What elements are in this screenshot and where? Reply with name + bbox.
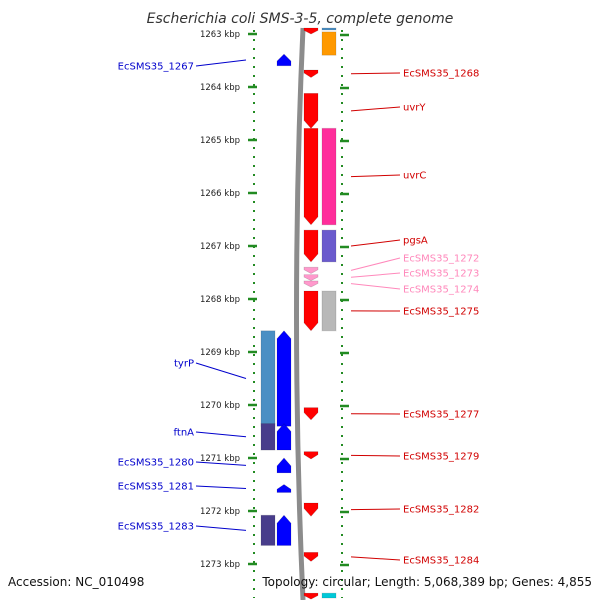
gene-label[interactable]: uvrY [403,103,426,114]
kbp-tick-label: 1272 kbp [200,507,240,517]
gene-label[interactable]: EcSMS35_1282 [403,505,479,516]
genome-backbone [294,27,306,600]
kbp-tick-label: 1266 kbp [200,189,240,199]
kbp-tick-label: 1268 kbp [200,295,240,305]
cds-feature[interactable] [321,27,337,31]
gene-label[interactable]: EcSMS35_1268 [403,69,479,80]
leader-line [350,556,401,561]
cds-feature[interactable] [260,514,276,546]
kbp-tick-label: 1264 kbp [200,83,240,93]
gene-label[interactable]: uvrC [403,171,426,182]
track-background [250,27,352,600]
gene-feature[interactable] [276,457,292,474]
kbp-tick-label: 1269 kbp [200,348,240,358]
gene-label[interactable]: EcSMS35_1280 [118,458,194,469]
cds-feature[interactable] [260,330,276,427]
gene-label[interactable]: pgsA [403,236,428,247]
gene-feature[interactable] [303,27,319,35]
kbp-tick-label: 1270 kbp [200,401,240,411]
leader-line [350,174,401,178]
leader-line [195,525,247,531]
gene-label[interactable]: tyrP [174,359,194,370]
leader-line [195,485,247,489]
kbp-tick-label: 1263 kbp [200,30,240,40]
cds-feature[interactable] [321,229,337,263]
cds-feature[interactable] [321,127,337,226]
gene-label[interactable]: EcSMS35_1275 [403,307,479,318]
gene-label[interactable]: EcSMS35_1274 [403,285,479,296]
map-title: Escherichia coli SMS-3-5, complete genom… [147,11,454,27]
gene-feature[interactable] [303,451,319,460]
leader-line [350,72,401,75]
leader-line [350,454,401,457]
gene-feature[interactable] [303,290,319,332]
gene-feature[interactable] [303,552,319,562]
leader-line [350,283,401,290]
kbp-tick-label: 1267 kbp [200,242,240,252]
cds-feature[interactable] [321,290,337,332]
gene-feature[interactable] [276,53,292,67]
leader-line [350,106,401,112]
gene-label[interactable]: ftnA [174,428,195,439]
kbp-tick-label: 1265 kbp [200,136,240,146]
cds-feature[interactable] [321,31,337,56]
kbp-tick-label: 1273 kbp [200,560,240,570]
gene-feature[interactable] [276,514,292,546]
gene-feature[interactable] [303,266,319,274]
gene-feature[interactable] [303,128,319,226]
leader-line [195,362,247,379]
gene-label[interactable]: EcSMS35_1273 [403,269,479,280]
leader-line [350,272,401,278]
gene-labels: EcSMS35_1267 EcSMS35_1268 uvrY uvrC pgsA EcSM… [118,59,479,567]
gene-label[interactable]: EcSMS35_1279 [403,452,479,463]
gene-label[interactable]: EcSMS35_1281 [118,482,194,493]
gene-feature[interactable] [303,280,319,288]
topology-label: Topology: circular; Length: 5,068,389 bp… [261,575,592,589]
cds-track [260,27,337,599]
gene-label[interactable]: EcSMS35_1272 [403,254,479,265]
gene-feature[interactable] [303,93,319,129]
leader-line [350,257,401,271]
gene-feature[interactable] [276,423,292,451]
kbp-tick-label: 1271 kbp [200,454,240,464]
gene-feature[interactable] [303,502,319,517]
gene-label[interactable]: EcSMS35_1267 [118,62,194,73]
gene-feature[interactable] [303,274,319,281]
kbp-scale: 1263 kbp 1264 kbp 1265 kbp 1266 kbp 1267 kbp… [200,30,349,598]
accession-label: Accession: NC_010498 [8,575,144,589]
leader-line [350,508,401,511]
gene-feature[interactable] [276,330,292,427]
gene-feature[interactable] [303,592,319,600]
cds-feature[interactable] [321,592,337,599]
gene-feature[interactable] [303,69,319,78]
leader-line [195,431,247,438]
leader-line [350,239,401,247]
leader-line [195,59,247,67]
gene-track [276,27,319,600]
gene-feature[interactable] [276,484,292,493]
gene-feature[interactable] [303,407,319,421]
gene-feature[interactable] [303,229,319,263]
leader-line [195,461,247,466]
gene-label[interactable]: EcSMS35_1284 [403,556,479,567]
gene-label[interactable]: EcSMS35_1283 [118,522,194,533]
cds-feature[interactable] [260,423,276,451]
gene-label[interactable]: EcSMS35_1277 [403,410,479,421]
